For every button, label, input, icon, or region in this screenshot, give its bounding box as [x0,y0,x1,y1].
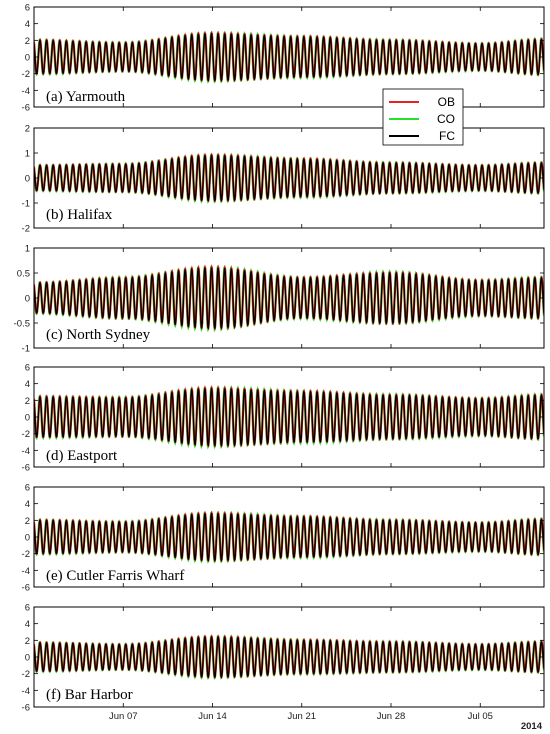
y-tick-label: -2 [22,69,30,80]
y-tick-label: -2 [22,549,30,560]
y-tick-label: 0.5 [17,269,30,280]
y-tick-label: -0.5 [14,319,30,330]
y-tick-label: 4 [25,379,30,390]
y-tick-label: -1 [22,199,30,210]
y-tick-label: -2 [22,429,30,440]
legend-label-fc: FC [439,129,455,143]
panel-2: -1 -0.5 0 0.5 1 (c) North Sydney [14,244,545,355]
y-tick-label: 2 [25,516,30,527]
y-tick-label: 0 [25,413,30,424]
y-tick-label: 6 [25,483,30,494]
y-tick-label: -4 [22,566,30,577]
y-tick-label: 2 [25,36,30,47]
series-fc-line [34,267,544,330]
y-tick-label: 6 [25,363,30,374]
y-tick-label: 4 [25,499,30,510]
y-tick-label: -4 [22,446,30,457]
panel-3: -6 -4 -2 0 2 4 6 (d) Eastport [22,363,545,474]
panel-5: -6 -4 -2 0 2 4 6 (f) Bar Harbor [22,603,545,714]
panel-label: (d) Eastport [46,448,118,464]
y-tick-label: 0 [25,533,30,544]
y-tick-label: -6 [22,583,30,594]
x-tick-label: Jun 07 [109,711,138,722]
panel-1: -2 -1 0 1 2 (b) Halifax [22,124,545,235]
y-tick-label: 4 [25,619,30,630]
panel-label: (f) Bar Harbor [46,687,133,703]
y-tick-label: 1 [25,149,30,160]
y-tick-label: -4 [22,86,30,97]
y-tick-label: 2 [25,396,30,407]
y-tick-label: 0 [25,53,30,64]
panel-label: (a) Yarmouth [46,89,126,105]
series-fc-line [34,387,544,448]
y-tick-label: -1 [22,344,30,355]
legend: OB CO FC [382,88,464,146]
y-tick-label: 0 [25,653,30,664]
y-tick-label: 6 [25,603,30,614]
y-tick-label: 0 [25,174,30,185]
x-tick-label: Jun 21 [287,711,316,722]
y-tick-label: -2 [22,224,30,235]
y-tick-label: -2 [22,669,30,680]
y-tick-label: 4 [25,19,30,30]
panel-label: (b) Halifax [46,207,113,223]
y-tick-label: 2 [25,124,30,135]
series-fc-line [34,154,544,203]
legend-label-ob: OB [438,95,455,109]
panel-label: (e) Cutler Farris Wharf [46,568,184,584]
y-tick-label: -6 [22,463,30,474]
y-tick-label: 0 [25,294,30,305]
y-tick-label: 2 [25,636,30,647]
y-tick-label: -4 [22,686,30,697]
x-tick-label: Jun 28 [377,711,406,722]
y-tick-label: 1 [25,244,30,255]
legend-label-co: CO [437,112,455,126]
series-fc-line [34,636,544,679]
series-fc-line [34,512,544,562]
panel-label: (c) North Sydney [46,327,151,343]
x-tick-label: Jun 14 [198,711,227,722]
year-label: 2014 [521,721,543,732]
series-fc-line [34,32,544,82]
panel-4: -6 -4 -2 0 2 4 6 (e) Cutler Farris Wharf [22,483,545,594]
y-tick-label: 6 [25,3,30,14]
x-tick-label: Jul 05 [468,711,493,722]
y-tick-label: -6 [22,103,30,114]
y-tick-label: -6 [22,703,30,714]
panel-0: -6 -4 -2 0 2 4 6 (a) Yarmouth [22,3,545,114]
